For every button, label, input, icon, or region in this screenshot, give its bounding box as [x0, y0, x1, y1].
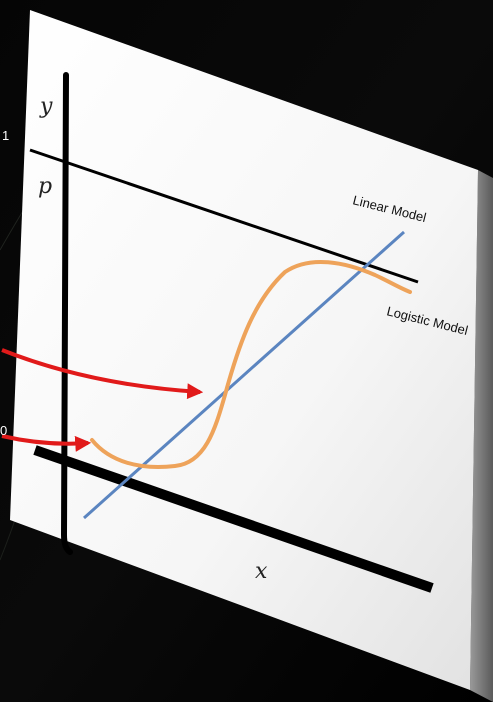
- y-axis: [60, 72, 73, 555]
- x-axis-label: x: [255, 559, 268, 584]
- y-axis-label: y: [39, 94, 53, 119]
- linear-model-line: [83, 230, 405, 520]
- one-tick-label: 1: [2, 128, 9, 143]
- slide-panel: [10, 10, 478, 690]
- zero-tick-label: 0: [0, 423, 7, 438]
- p-line: [29, 148, 419, 284]
- x-axis: [33, 445, 434, 593]
- panel-side-edge: [470, 170, 493, 702]
- arrow-to-midpoint: [1, 348, 204, 400]
- p-label: p: [38, 174, 52, 199]
- logistic-model-curve: [90, 259, 412, 469]
- arrow-to-lower-tail: [1, 434, 92, 452]
